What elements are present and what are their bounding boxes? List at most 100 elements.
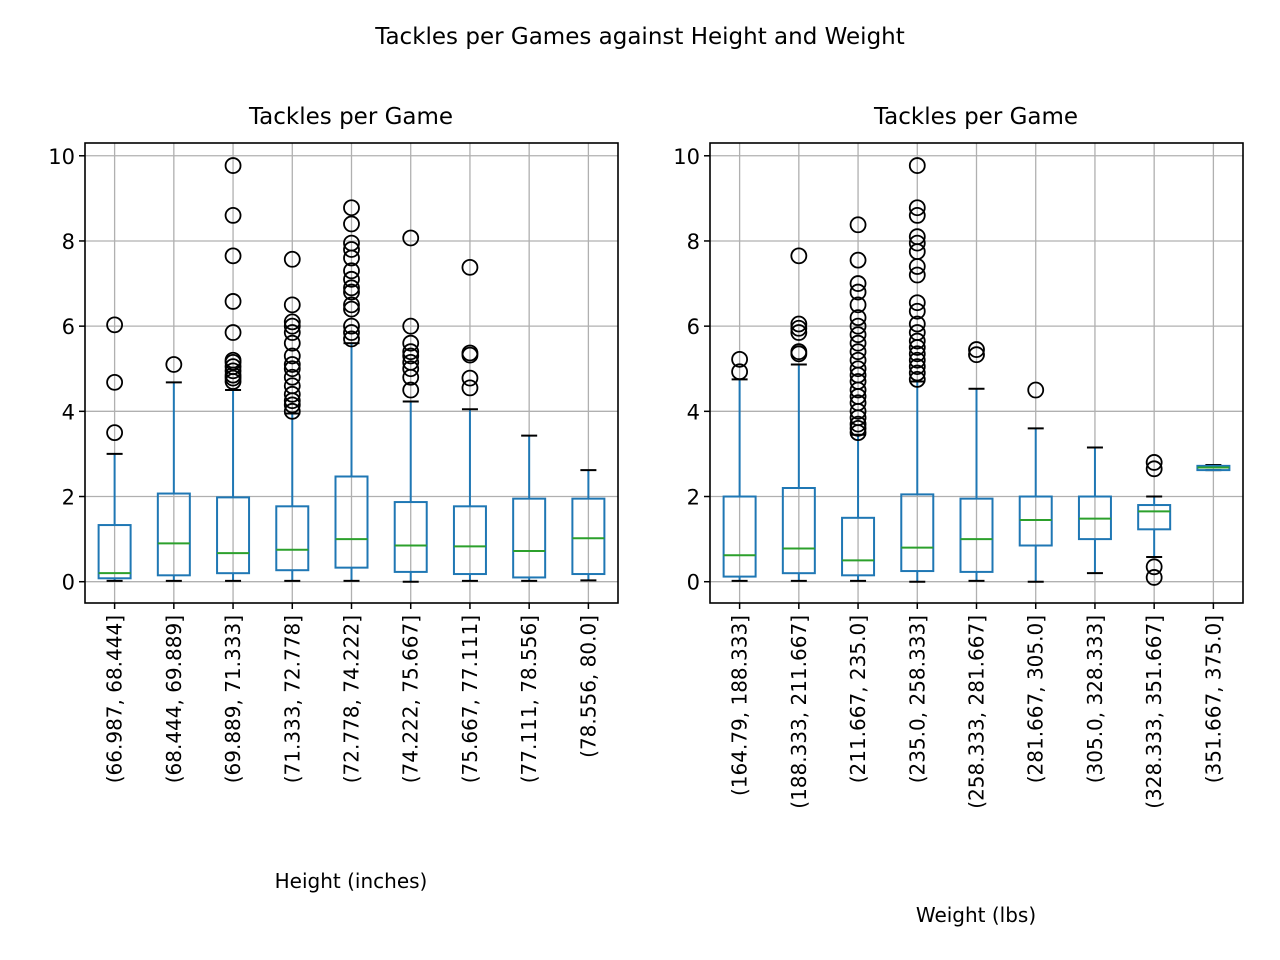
flier-point [908,199,926,217]
flier-point [343,270,360,288]
figure-suptitle: Tackles per Games against Height and Wei… [374,24,905,50]
flier-point [461,344,479,362]
flier-point [283,250,301,268]
flier-point [849,296,867,314]
y-tick-label: 0 [62,571,75,595]
flier-point [343,262,360,280]
flier-point [790,324,808,341]
flier-point [283,385,301,403]
flier-point [849,373,867,390]
flier-point [283,368,301,386]
flier-point [283,377,301,395]
flier-point [283,396,301,414]
flier-point [283,317,301,335]
flier-point [224,247,242,265]
y-tick-label: 0 [687,571,700,595]
flier-point [224,157,242,174]
flier-point [908,234,926,252]
iqr-box [959,497,994,573]
flier-point [790,343,808,361]
flier-point [849,251,867,269]
box-6 [1077,446,1112,575]
flier-point [908,345,926,363]
iqr-box [275,505,310,572]
flier-point [849,394,867,412]
x-tick-label: (258.333, 281.667] [965,615,989,809]
flier-point [908,358,926,376]
flier-point [731,363,749,381]
flier-point [283,334,301,352]
flier-point [461,369,479,387]
y-tick-label: 2 [62,486,75,510]
weight-x-axis-label: Weight (lbs) [916,903,1036,927]
iqr-box [156,492,191,577]
y-tick-label: 4 [62,400,75,424]
flier-point [106,316,124,334]
box-0 [722,350,757,582]
flier-point [402,229,420,247]
flier-point [908,228,926,246]
flier-point [461,258,479,276]
box-2 [216,157,251,582]
flier-point [402,360,420,378]
flier-point [343,241,360,258]
flier-point [283,313,301,331]
flier-point [1145,569,1163,586]
flier-point [908,266,926,284]
flier-point [790,319,808,337]
flier-point [343,279,360,297]
iqr-box [512,497,547,579]
x-tick-label: (305.0, 328.333] [1083,615,1107,783]
flier-point [849,283,867,301]
x-tick-label: (281.667, 305.0] [1024,615,1048,783]
iqr-box [781,487,816,575]
x-tick-label: (69.889, 71.333] [221,615,245,783]
iqr-box [722,495,757,578]
flier-point [343,330,360,348]
y-tick-label: 8 [62,230,75,254]
flier-point [849,419,867,437]
flier-point [343,234,360,252]
iqr-box [841,516,876,577]
weight-boxplot-panel: Tackles per Game Weight (lbs) 0 2 4 6 8 10 (16… [673,104,1244,927]
flier-point [849,317,867,335]
flier-point [402,353,420,371]
flier-point [968,341,985,358]
flier-point [402,381,420,399]
box-3 [900,157,935,583]
height-boxplot-panel: Tackles per Game Height (inches) 0 2 4 6 8 10… [48,104,619,893]
flier-point [343,300,360,318]
box-7 [1137,454,1172,586]
flier-point [224,207,242,224]
flier-point [283,296,301,314]
y-tick-label: 4 [687,400,700,424]
flier-point [849,275,867,292]
box-8 [571,469,606,582]
x-tick-label: (74.222, 75.667] [399,615,423,783]
flier-point [283,402,301,420]
flier-point [908,157,926,174]
iqr-box [334,475,369,569]
flier-point [849,360,867,378]
box-4 [334,199,369,582]
flier-point [283,356,301,373]
flier-point [343,283,360,301]
y-tick-label: 10 [48,145,75,169]
flier-point [908,302,926,320]
flier-point [283,360,301,378]
box-1 [781,247,816,582]
box-5 [393,229,428,583]
flier-point [343,296,360,314]
x-tick-label: (351.667, 375.0] [1201,615,1225,783]
flier-point [402,317,420,335]
iqr-box [1018,495,1053,547]
flier-point [343,199,360,217]
x-tick-label: (328.333, 351.667] [1142,615,1166,809]
box-7 [512,434,547,582]
iqr-box [900,493,935,573]
x-tick-label: (188.333, 211.667] [787,615,811,809]
flier-point [402,347,420,365]
flier-point [224,351,242,369]
x-tick-label: (77.111, 78.556] [517,615,541,783]
